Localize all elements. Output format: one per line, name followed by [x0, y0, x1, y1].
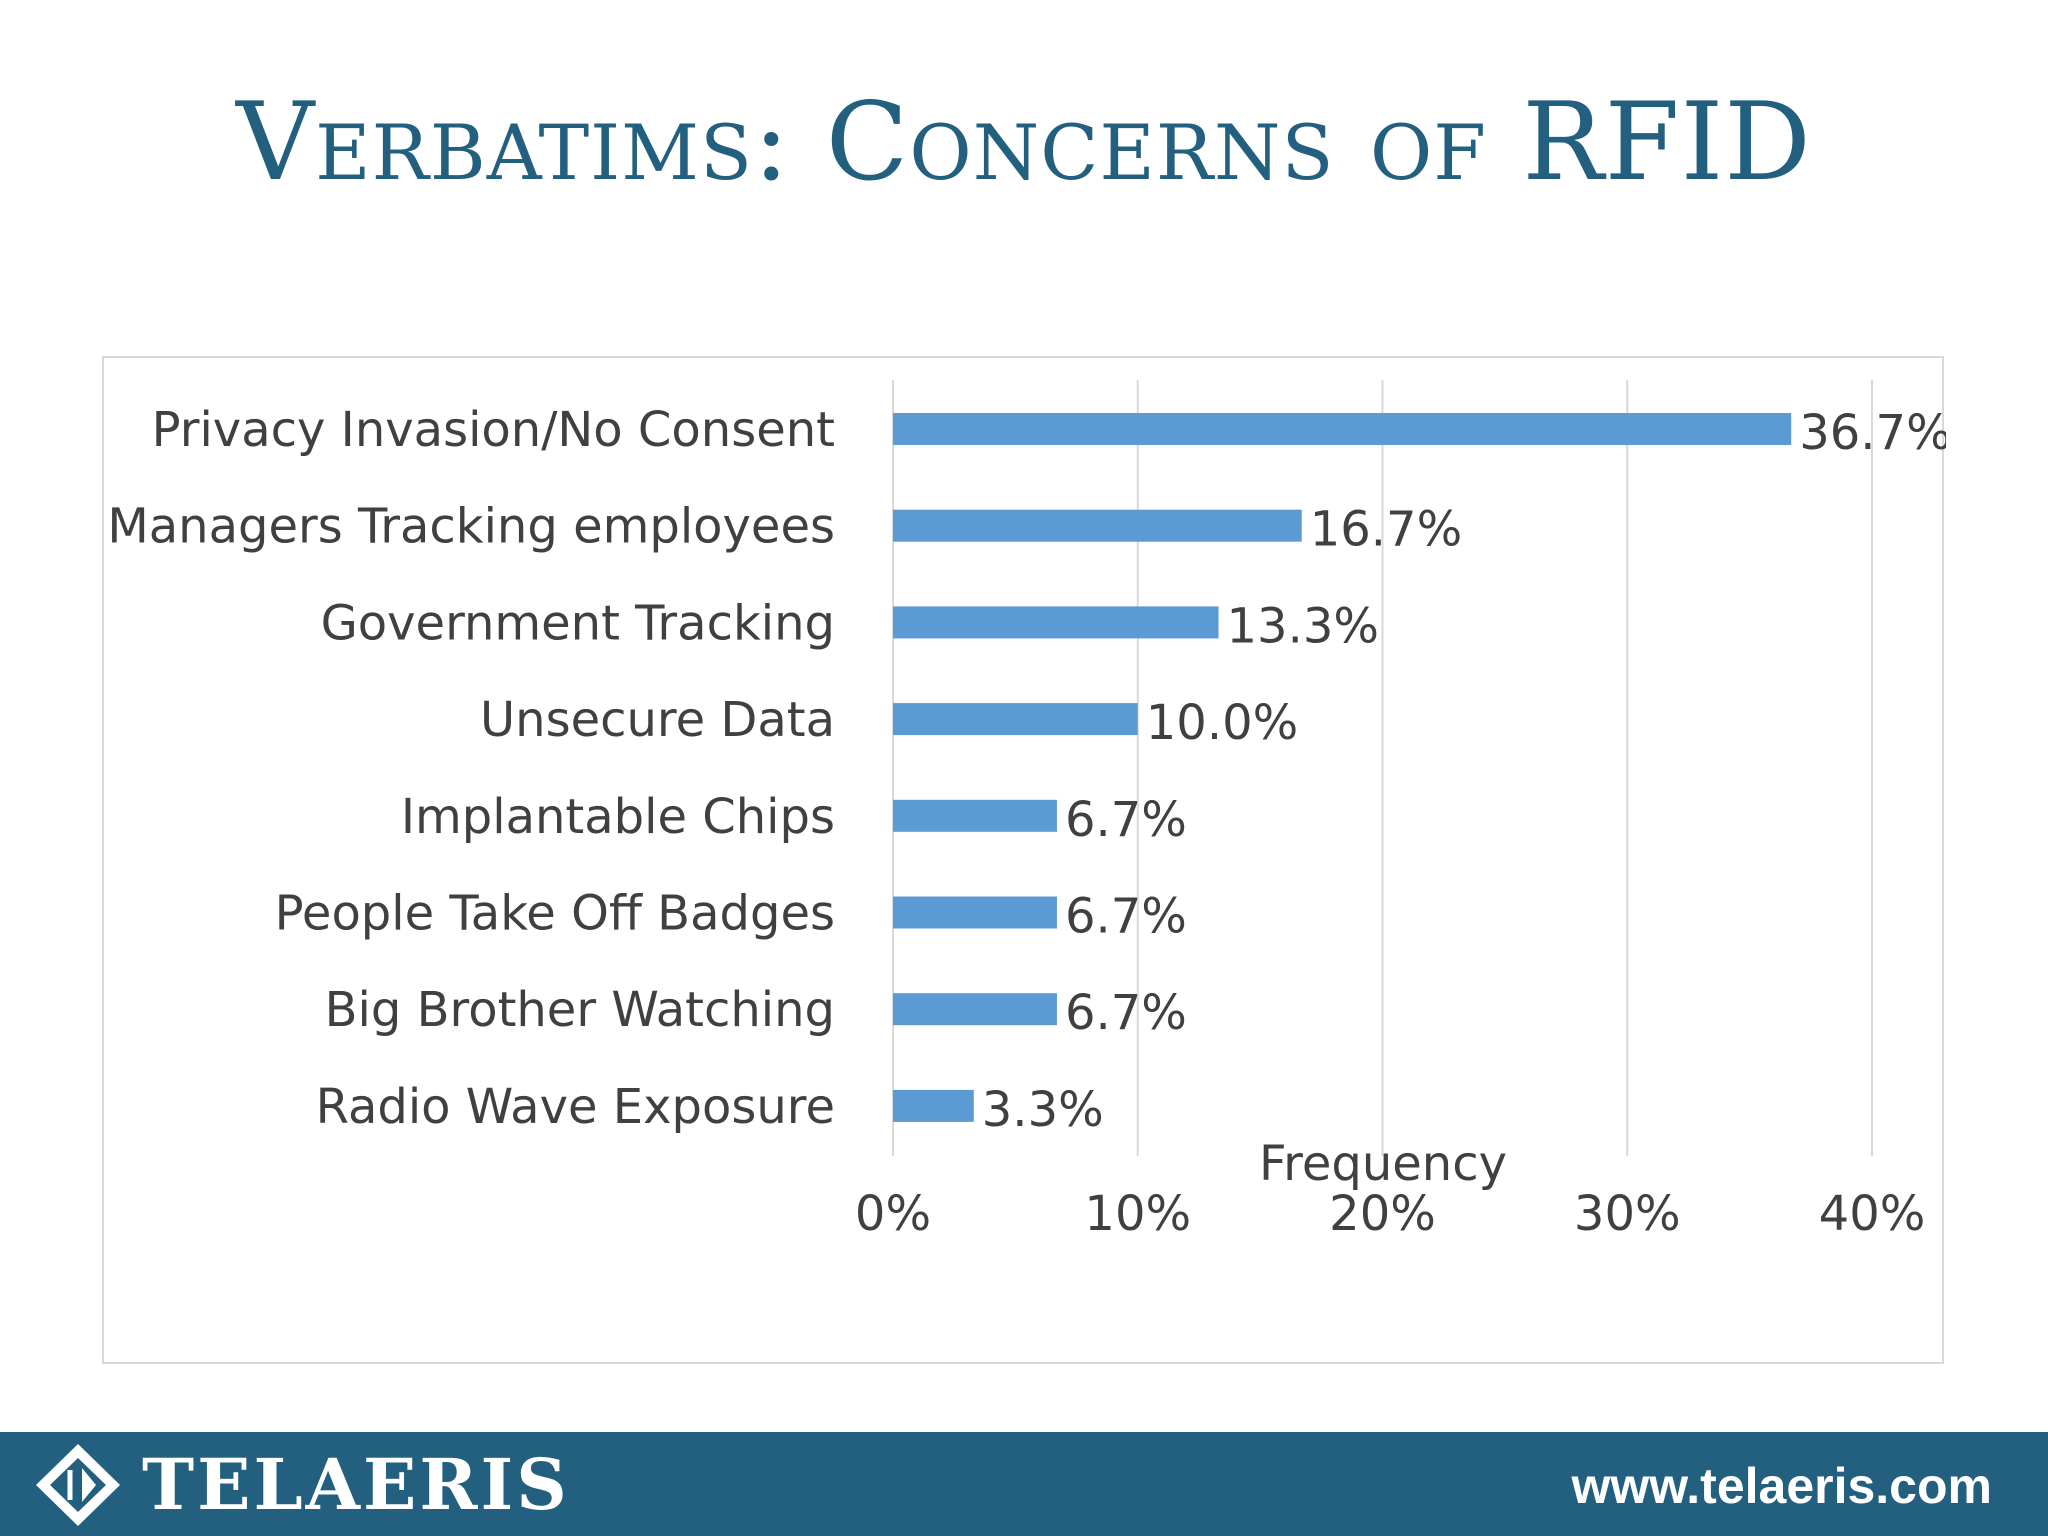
category-label: Unsecure Data — [480, 692, 835, 748]
data-label: 6.7% — [1065, 985, 1187, 1041]
bar-chart: Privacy Invasion/No Consent Managers Trac… — [107, 380, 1946, 1242]
chart-frame: Privacy Invasion/No Consent Managers Trac… — [102, 356, 1946, 1364]
bar — [893, 1089, 974, 1122]
category-label: Managers Tracking employees — [107, 499, 835, 555]
bar — [893, 606, 1219, 639]
data-label: 36.7% — [1799, 405, 1946, 461]
website-link[interactable]: www.telaeris.com — [1571, 1458, 1992, 1514]
data-label: 6.7% — [1065, 889, 1187, 945]
gridlines — [892, 380, 1873, 1156]
data-labels: 36.7% 16.7% 13.3% 10.0% 6.7% 6.7% 6.7% 3.3% — [982, 405, 1946, 1138]
bar — [893, 509, 1302, 542]
bars — [893, 413, 1792, 1122]
bar — [893, 703, 1138, 736]
diamond-logo-icon — [36, 1444, 120, 1526]
data-label: 13.3% — [1227, 598, 1379, 654]
x-tick-label: 0% — [855, 1186, 931, 1242]
slide-title: Verbatims: Concerns of RFID — [236, 80, 1812, 205]
x-axis-title: Frequency — [1259, 1136, 1507, 1192]
x-tick-label: 30% — [1574, 1186, 1681, 1242]
bar — [893, 413, 1792, 445]
bar — [893, 896, 1057, 929]
data-label: 10.0% — [1146, 695, 1298, 751]
x-tick-label: 10% — [1084, 1186, 1191, 1242]
category-labels: Privacy Invasion/No Consent Managers Trac… — [107, 402, 835, 1135]
bar — [893, 993, 1057, 1026]
data-label: 3.3% — [982, 1082, 1104, 1138]
brand-name: TELAERIS — [142, 1443, 570, 1526]
x-tick-labels: 0% 10% 20% 30% 40% — [855, 1186, 1925, 1242]
x-tick-label: 20% — [1329, 1186, 1436, 1242]
x-tick-label: 40% — [1819, 1186, 1926, 1242]
footer-bar: TELAERIS www.telaeris.com — [0, 1432, 2048, 1536]
category-label: Implantable Chips — [401, 789, 835, 845]
category-label: Government Tracking — [321, 595, 835, 651]
data-label: 6.7% — [1065, 792, 1187, 848]
category-label: Big Brother Watching — [325, 982, 835, 1038]
bar — [893, 799, 1057, 832]
category-label: Privacy Invasion/No Consent — [152, 402, 835, 458]
category-label: People Take Off Badges — [275, 886, 835, 942]
category-label: Radio Wave Exposure — [316, 1079, 835, 1135]
data-label: 16.7% — [1310, 502, 1462, 558]
